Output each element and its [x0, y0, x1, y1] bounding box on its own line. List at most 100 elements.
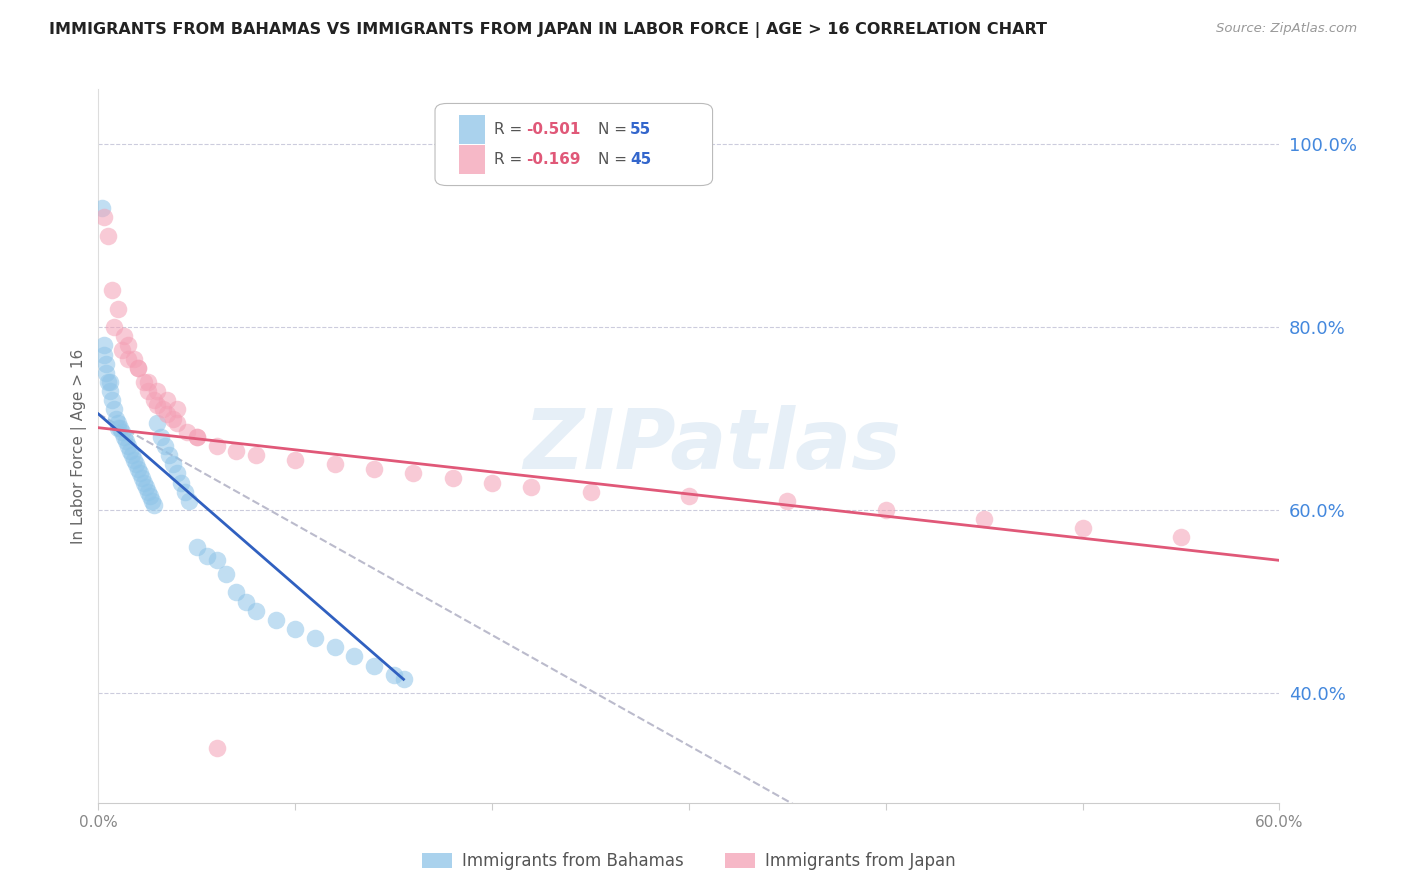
Point [107, 301, 129, 316]
Point [162, 458, 184, 472]
Point [205, 740, 228, 755]
Point [1071, 521, 1094, 535]
Point [91, 201, 114, 215]
Point [93, 211, 115, 225]
Point [112, 329, 135, 343]
Point [186, 430, 208, 444]
Point [142, 393, 165, 408]
Point [155, 439, 177, 453]
Point [136, 484, 159, 499]
Y-axis label: In Labor Force | Age > 16: In Labor Force | Age > 16 [72, 349, 87, 543]
Point [93, 347, 115, 361]
Point [152, 402, 174, 417]
Point [441, 471, 464, 485]
Point [973, 512, 995, 526]
Point [174, 484, 197, 499]
FancyBboxPatch shape [458, 115, 485, 144]
Point [138, 489, 160, 503]
Point [136, 384, 159, 398]
Point [127, 361, 149, 376]
Point [156, 393, 179, 408]
Point [103, 320, 125, 334]
Text: Source: ZipAtlas.com: Source: ZipAtlas.com [1216, 22, 1357, 36]
Point [117, 338, 139, 352]
Point [162, 411, 184, 425]
Point [215, 567, 238, 582]
Point [98, 384, 121, 398]
Point [392, 673, 415, 687]
Point [142, 499, 165, 513]
Point [579, 484, 602, 499]
Point [107, 420, 129, 434]
Point [284, 452, 307, 467]
Point [776, 494, 799, 508]
Point [108, 420, 131, 434]
Text: R =: R = [494, 152, 527, 167]
Point [127, 361, 149, 376]
Text: IMMIGRANTS FROM BAHAMAS VS IMMIGRANTS FROM JAPAN IN LABOR FORCE | AGE > 16 CORRE: IMMIGRANTS FROM BAHAMAS VS IMMIGRANTS FR… [49, 22, 1047, 38]
Text: 45: 45 [630, 152, 651, 167]
Point [146, 384, 169, 398]
Point [117, 439, 139, 453]
Point [177, 494, 200, 508]
Text: 55: 55 [630, 122, 651, 137]
Point [520, 480, 543, 494]
Point [186, 430, 208, 444]
Point [402, 467, 425, 481]
Point [135, 480, 157, 494]
Point [382, 667, 405, 681]
Point [103, 402, 125, 417]
Point [363, 462, 385, 476]
Text: N =: N = [598, 122, 631, 137]
Point [97, 375, 120, 389]
Point [96, 357, 118, 371]
Point [132, 375, 155, 389]
Point [875, 503, 897, 517]
Point [150, 430, 173, 444]
Point [105, 411, 128, 425]
Point [323, 640, 346, 655]
Point [97, 228, 120, 243]
Point [112, 430, 135, 444]
Point [156, 407, 179, 421]
Point [343, 649, 366, 664]
Point [93, 338, 115, 352]
Text: ZIPatlas: ZIPatlas [523, 406, 901, 486]
Point [481, 475, 503, 490]
Point [304, 631, 326, 645]
Point [107, 416, 129, 430]
Point [101, 393, 124, 408]
FancyBboxPatch shape [434, 103, 713, 186]
Point [111, 343, 134, 357]
Text: N =: N = [598, 152, 631, 167]
Point [205, 553, 228, 567]
Point [170, 475, 193, 490]
Point [363, 658, 385, 673]
Point [146, 416, 169, 430]
Point [157, 448, 180, 462]
Point [284, 622, 307, 636]
Point [225, 585, 247, 599]
Legend: Immigrants from Bahamas, Immigrants from Japan: Immigrants from Bahamas, Immigrants from… [415, 846, 963, 877]
Point [111, 425, 134, 440]
Point [122, 452, 145, 467]
Point [678, 489, 700, 503]
Point [176, 425, 198, 440]
Point [115, 434, 138, 449]
Point [98, 375, 121, 389]
Point [141, 494, 163, 508]
Point [1170, 531, 1192, 545]
Point [166, 402, 188, 417]
Point [186, 540, 208, 554]
Point [166, 416, 188, 430]
Point [131, 471, 153, 485]
Point [166, 467, 188, 481]
Point [205, 439, 228, 453]
Point [96, 366, 118, 380]
FancyBboxPatch shape [458, 145, 485, 174]
Point [195, 549, 218, 563]
Text: -0.169: -0.169 [526, 152, 581, 167]
Point [132, 475, 155, 490]
Point [127, 462, 149, 476]
Point [235, 594, 257, 608]
